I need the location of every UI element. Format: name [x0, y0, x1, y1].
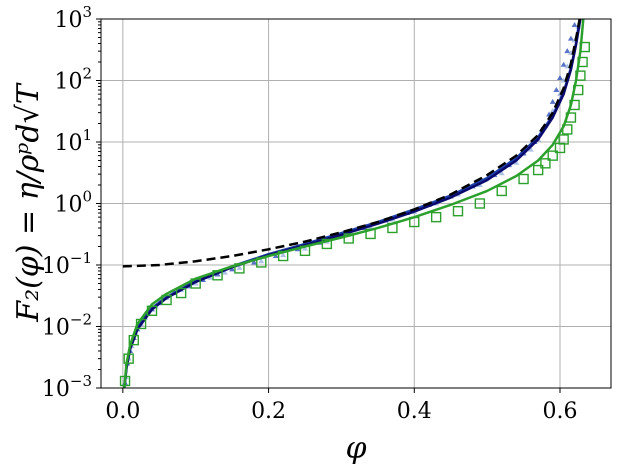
- data-point-4: [560, 61, 567, 67]
- data-point-6: [256, 257, 267, 268]
- data-point-5: [236, 264, 243, 270]
- data-point-5: [302, 245, 308, 251]
- y-tick-label: 10−1: [42, 249, 92, 279]
- data-point-6: [496, 185, 507, 197]
- ticks: 0.0 0.2 0.4 0.6 10−3 10−2 10−1 100 101 102 103: [42, 3, 578, 424]
- x-tick-label: 0.6: [543, 399, 578, 424]
- data-point-6: [540, 158, 551, 169]
- data-point-6: [558, 134, 569, 145]
- data-point-5: [221, 269, 228, 275]
- data-point-6: [579, 41, 590, 53]
- data-point-6: [365, 228, 376, 240]
- series-line-0: [122, 19, 581, 268]
- data-point-6: [565, 112, 577, 123]
- data-point-5: [280, 252, 287, 258]
- y-tick-label: 103: [54, 3, 92, 33]
- data-point-4: [251, 259, 257, 265]
- data-point-4: [272, 253, 279, 259]
- data-point-6: [128, 334, 139, 346]
- data-point-6: [135, 318, 147, 330]
- data-point-6: [212, 270, 223, 281]
- data-point-6: [343, 233, 354, 244]
- data-point-6: [119, 375, 131, 387]
- data-point-6: [554, 142, 566, 154]
- data-point-6: [175, 287, 187, 299]
- y-tick-label: 102: [54, 65, 92, 95]
- data-point-6: [575, 70, 586, 81]
- data-point-6: [321, 238, 333, 250]
- data-point-6: [518, 173, 529, 185]
- data-point-6: [452, 205, 464, 217]
- data-point-6: [474, 198, 486, 209]
- data-point-6: [234, 263, 245, 274]
- data-point-5: [527, 146, 534, 152]
- y-tick-label: 101: [54, 126, 92, 156]
- data-point-5: [513, 159, 520, 165]
- data-point-4: [567, 35, 574, 41]
- data-point-6: [146, 305, 158, 317]
- y-tick-label: 10−2: [42, 311, 92, 341]
- data-point-6: [277, 250, 289, 262]
- x-axis-label: φ: [345, 431, 366, 466]
- y-tick-label: 100: [54, 188, 92, 218]
- plot-area: [119, 19, 590, 388]
- data-point-6: [573, 84, 584, 96]
- data-point-6: [577, 56, 588, 68]
- data-point-6: [190, 278, 201, 289]
- data-point-6: [161, 294, 172, 306]
- data-point-6: [299, 245, 311, 257]
- data-point-5: [498, 170, 505, 176]
- data-point-6: [387, 222, 398, 234]
- x-tick-label: 0.4: [397, 399, 432, 424]
- data-point-6: [569, 99, 580, 111]
- data-point-4: [549, 98, 556, 104]
- data-point-6: [123, 353, 134, 364]
- y-axis-label: F₂(φ) = η/ρᵖd√T: [11, 82, 46, 323]
- data-point-6: [430, 211, 442, 223]
- data-point-6: [532, 164, 544, 176]
- data-point-4: [564, 48, 571, 54]
- grid: [101, 18, 611, 389]
- data-point-6: [562, 124, 573, 135]
- data-point-4: [571, 21, 578, 27]
- data-point-4: [557, 74, 563, 80]
- data-point-4: [553, 87, 560, 93]
- data-point-5: [258, 258, 265, 264]
- data-point-4: [229, 266, 236, 272]
- data-point-6: [547, 150, 558, 161]
- data-point-6: [409, 216, 420, 228]
- y-tick-label: 10−3: [42, 372, 92, 402]
- x-tick-label: 0.2: [251, 399, 286, 424]
- x-tick-label: 0.0: [105, 399, 140, 424]
